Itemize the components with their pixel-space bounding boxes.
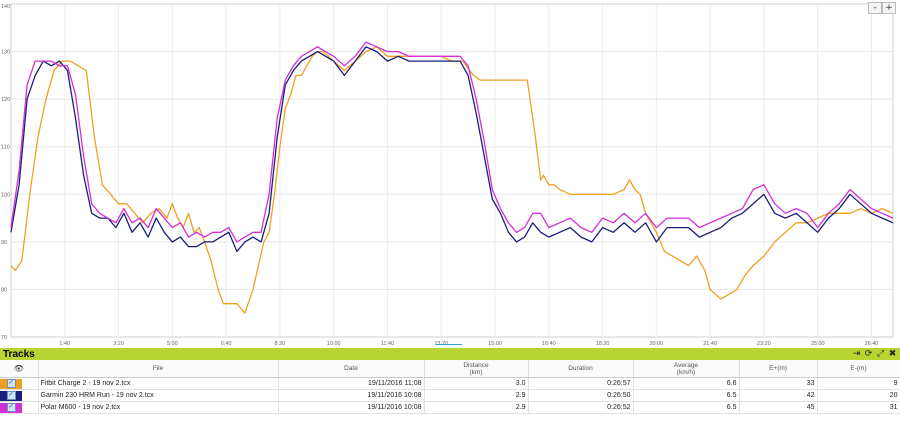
- track-duration: 0:26:57: [528, 377, 634, 390]
- track-eminus: 31: [817, 401, 900, 414]
- x-axis: 1:40 3:20 5:00 6:40 8:20 10:00 11:40 13:20 15:00…: [59, 341, 878, 345]
- track-color: ✓: [0, 378, 22, 389]
- zoom-out-button[interactable]: -: [868, 2, 882, 14]
- x-tick-label: 18:20: [596, 341, 610, 345]
- table-row[interactable]: ✓ Polar M600 - 19 nov 2.tcx 19/11/2016 10:…: [0, 401, 900, 414]
- track-eminus: 9: [817, 377, 900, 390]
- x-tick-label: 23:20: [757, 341, 771, 345]
- track-eplus: 33: [739, 377, 818, 390]
- col-date[interactable]: Date: [278, 360, 425, 378]
- track-date: 19/11/2016 10:08: [278, 389, 425, 402]
- visibility-eye-icon[interactable]: 👁: [0, 360, 39, 378]
- x-tick-label: 13:20: [434, 341, 448, 345]
- collapse-icon[interactable]: ⇥: [852, 349, 861, 359]
- heart-rate-chart[interactable]: 70 80 90 100 110 120 130 140 1:40 3:20 5:00 6:40 8:…: [0, 0, 900, 345]
- x-tick-label: 10:00: [327, 341, 341, 345]
- x-tick-label: 25:00: [811, 341, 825, 345]
- track-visible-checkbox[interactable]: ✓: [6, 391, 16, 400]
- track-average: 6.6: [633, 377, 740, 390]
- y-tick-label: 80: [1, 287, 7, 293]
- close-icon[interactable]: ✖: [888, 349, 897, 359]
- col-average[interactable]: Average (km/h): [633, 360, 740, 378]
- zoom-in-button[interactable]: +: [882, 2, 896, 14]
- x-tick-label: 8:20: [275, 341, 286, 345]
- track-visible-checkbox[interactable]: ✓: [6, 403, 16, 412]
- track-color-swatch[interactable]: ✓: [0, 401, 39, 414]
- track-file: Garmin 230 HRM Run - 19 nov 2.tcx: [38, 389, 279, 402]
- track-distance: 3.0: [424, 377, 529, 390]
- track-date: 19/11/2016 10:08: [278, 401, 425, 414]
- x-tick-label: 16:40: [542, 341, 556, 345]
- track-color: ✓: [0, 402, 22, 413]
- y-tick-label: 100: [1, 192, 10, 198]
- tracks-panel: Tracks ⇥ ⟳ ⤢ ✖ 👁 File Date Distance (km)…: [0, 348, 900, 421]
- x-tick-label: 15:00: [488, 341, 502, 345]
- track-duration: 0:26:50: [528, 389, 634, 402]
- track-file: Fitbit Charge 2 - 19 nov 2.tcx: [38, 377, 279, 390]
- y-tick-label: 120: [1, 97, 10, 103]
- x-tick-label: 20:00: [649, 341, 663, 345]
- expand-icon[interactable]: ⤢: [876, 349, 885, 359]
- chart-grid: [11, 4, 893, 337]
- track-eplus: 42: [739, 389, 818, 402]
- track-duration: 0:26:52: [528, 401, 634, 414]
- y-tick-label: 130: [1, 50, 10, 56]
- y-tick-label: 70: [1, 335, 7, 341]
- scroll-indicator[interactable]: [436, 344, 462, 345]
- track-average: 6.5: [633, 389, 740, 402]
- table-row[interactable]: ✓ Fitbit Charge 2 - 19 nov 2.tcx 19/11/201…: [0, 377, 900, 390]
- y-axis: 70 80 90 100 110 120 130 140: [1, 4, 10, 341]
- track-date: 19/11/2016 11:08: [278, 377, 425, 390]
- chart-series: [10, 41, 894, 314]
- x-tick-label: 6:40: [221, 341, 232, 345]
- tracks-header: Tracks ⇥ ⟳ ⤢ ✖: [0, 348, 900, 360]
- y-tick-label: 90: [1, 240, 7, 246]
- track-color-swatch[interactable]: ✓: [0, 377, 39, 390]
- col-eminus[interactable]: E-(m): [817, 360, 900, 378]
- track-color-swatch[interactable]: ✓: [0, 389, 39, 402]
- series-line-1: [10, 46, 894, 253]
- x-tick-label: 11:40: [381, 341, 394, 345]
- table-header-row: 👁 File Date Distance (km) Duration Avera…: [0, 360, 900, 378]
- track-distance: 2.9: [424, 389, 529, 402]
- track-visible-checkbox[interactable]: ✓: [6, 379, 16, 388]
- track-eminus: 20: [817, 389, 900, 402]
- col-eplus[interactable]: E+(m): [739, 360, 818, 378]
- series-line-2: [10, 41, 894, 243]
- table-row[interactable]: ✓ Garmin 230 HRM Run - 19 nov 2.tcx 19/11/…: [0, 389, 900, 402]
- track-average: 6.5: [633, 401, 740, 414]
- x-tick-label: 1:40: [59, 341, 70, 345]
- x-tick-label: 5:00: [167, 341, 178, 345]
- tracks-title: Tracks: [3, 348, 35, 360]
- x-tick-label: 21:40: [703, 341, 717, 345]
- x-tick-label: 3:20: [113, 341, 124, 345]
- col-distance[interactable]: Distance (km): [424, 360, 529, 378]
- track-distance: 2.9: [424, 401, 529, 414]
- x-tick-label: 26:40: [865, 341, 879, 345]
- track-color: ✓: [0, 390, 22, 401]
- zoom-controls: - +: [868, 2, 896, 14]
- track-file: Polar M600 - 19 nov 2.tcx: [38, 401, 279, 414]
- refresh-icon[interactable]: ⟳: [864, 349, 873, 359]
- y-tick-label: 110: [1, 145, 10, 151]
- tracks-table: 👁 File Date Distance (km) Duration Avera…: [0, 360, 900, 414]
- track-eplus: 45: [739, 401, 818, 414]
- col-duration[interactable]: Duration: [528, 360, 634, 378]
- col-file[interactable]: File: [38, 360, 279, 378]
- y-tick-label: 140: [1, 4, 10, 10]
